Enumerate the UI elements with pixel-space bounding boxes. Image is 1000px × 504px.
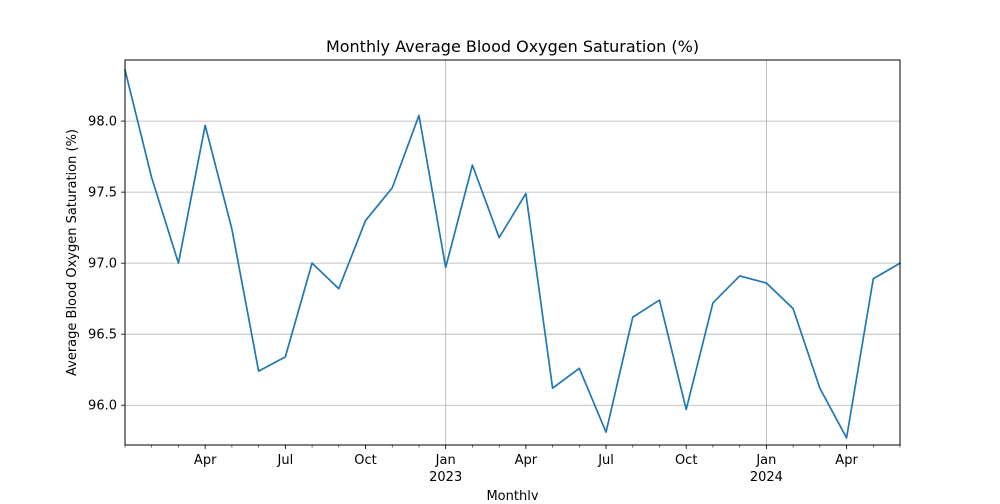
x-tick-year-label: 2023 [429,470,462,485]
x-tick-label: Jul [597,453,614,468]
x-tick-label: Apr [515,453,538,468]
y-axis-label: Average Blood Oxygen Saturation (%) [65,129,80,376]
axis-layer: 96.0 96.5 97.0 97.5 98.0 Apr Jul Oct Jan 2023 Apr J… [88,115,901,485]
y-tick-label: 97.5 [88,186,117,201]
y-tick-label: 96.0 [88,399,117,414]
x-tick-label: Jan [755,453,776,468]
y-tick-label: 98.0 [88,115,117,130]
y-tick-label: 97.0 [88,257,117,272]
grid-layer [125,60,900,445]
x-axis-label: Monthly [486,489,538,500]
series-line [123,68,902,439]
chart-title: Monthly Average Blood Oxygen Saturation … [326,37,699,56]
x-tick-label: Apr [194,453,217,468]
x-tick-label: Oct [354,453,376,468]
plot-area-frame [124,59,901,446]
y-tick-label: 96.5 [88,328,117,343]
x-tick-label: Jul [277,453,294,468]
x-tick-label: Apr [835,453,858,468]
line-layer [123,68,902,439]
x-tick-year-label: 2024 [750,470,783,485]
x-tick-label: Jan [435,453,456,468]
x-tick-label: Oct [675,453,697,468]
